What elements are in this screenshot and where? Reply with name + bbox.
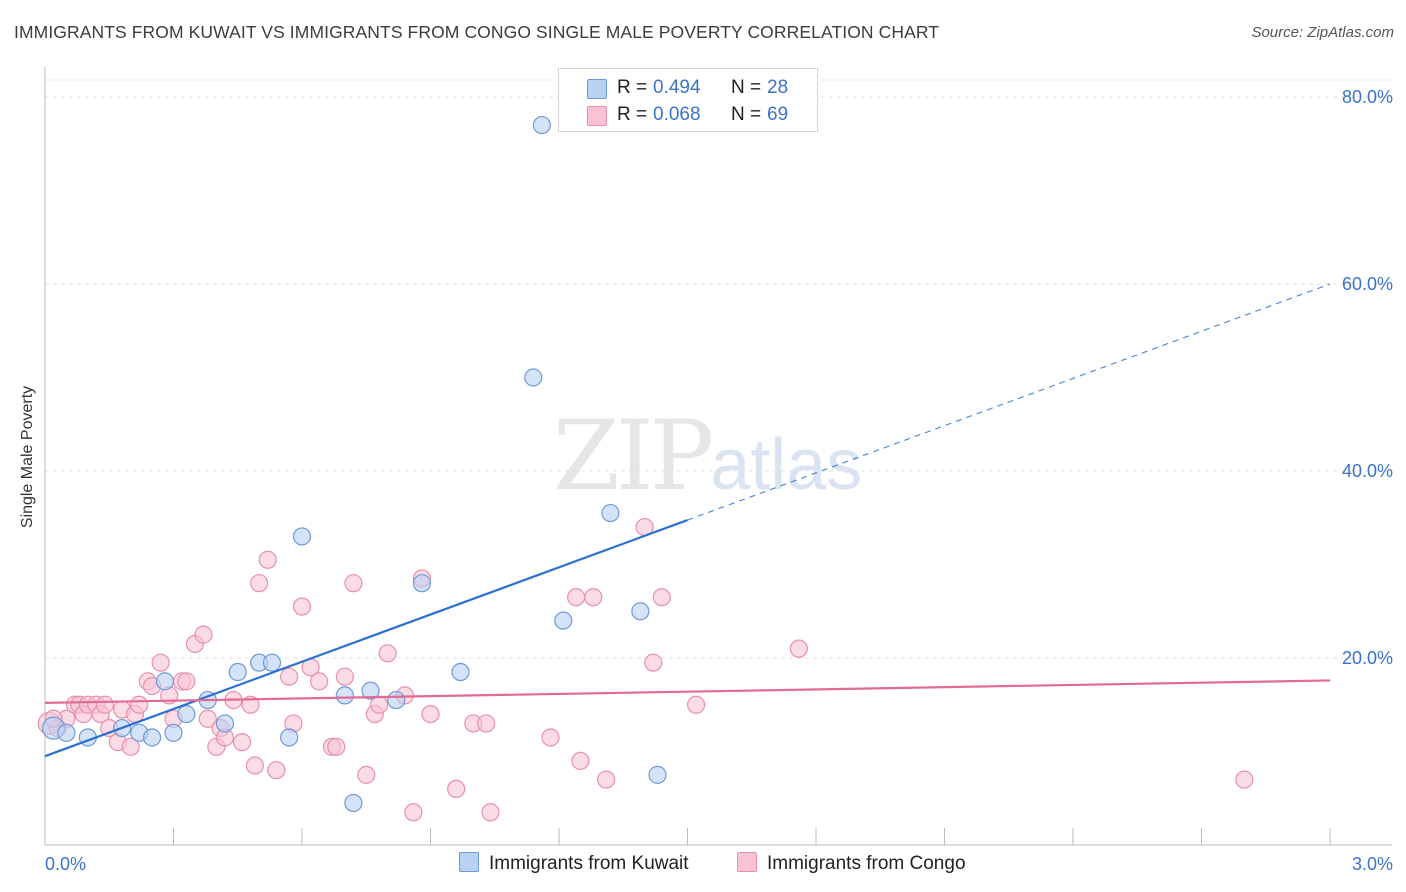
bottom-legend-swatch-kuwait bbox=[459, 852, 479, 872]
congo-point bbox=[378, 644, 397, 663]
congo-trend-line bbox=[44, 679, 1331, 704]
congo-point bbox=[250, 574, 269, 593]
kuwait-point bbox=[57, 723, 76, 742]
legend-n-label: N = bbox=[731, 77, 762, 98]
y-tick-label: 80.0% bbox=[1342, 87, 1393, 107]
kuwait-point bbox=[164, 723, 183, 742]
legend-n-value-congo: 69 bbox=[767, 104, 789, 125]
legend-n-label: N = bbox=[731, 104, 762, 125]
congo-point bbox=[177, 672, 196, 691]
y-tick-label: 60.0% bbox=[1342, 274, 1393, 294]
legend-r-value-congo: 0.068 bbox=[653, 104, 701, 125]
legend-swatch-congo bbox=[587, 106, 607, 126]
kuwait-point bbox=[292, 527, 312, 546]
congo-point bbox=[267, 761, 286, 780]
congo-point bbox=[652, 588, 671, 607]
legend-r-label: R = bbox=[617, 77, 648, 98]
congo-point bbox=[151, 653, 170, 672]
congo-point bbox=[344, 574, 363, 593]
congo-point bbox=[644, 653, 663, 672]
kuwait-point bbox=[524, 368, 543, 387]
congo-point bbox=[584, 588, 603, 607]
kuwait-point bbox=[177, 704, 196, 724]
bottom-legend-kuwait: Immigrants from Kuwait bbox=[459, 852, 689, 875]
congo-point bbox=[597, 770, 616, 789]
congo-point bbox=[477, 714, 496, 733]
source-label: Source: ZipAtlas.com bbox=[1251, 24, 1394, 41]
congo-point bbox=[292, 597, 312, 616]
congo-point bbox=[357, 765, 376, 784]
legend-r-label: R = bbox=[617, 104, 648, 125]
kuwait-trend-line-extension bbox=[687, 283, 1331, 521]
watermark-zip: ZIP bbox=[553, 400, 714, 512]
kuwait-point bbox=[532, 115, 551, 135]
congo-point bbox=[789, 639, 808, 658]
kuwait-point bbox=[280, 728, 299, 747]
kuwait-point bbox=[155, 672, 175, 691]
congo-point bbox=[130, 695, 149, 714]
kuwait-point bbox=[344, 793, 363, 813]
kuwait-point bbox=[648, 765, 667, 784]
congo-point bbox=[95, 695, 115, 714]
congo-point bbox=[121, 737, 140, 756]
y-tick-label: 20.0% bbox=[1342, 648, 1393, 668]
kuwait-point bbox=[228, 662, 247, 682]
congo-point bbox=[447, 779, 466, 799]
congo-point bbox=[245, 756, 264, 775]
kuwait-trend-line bbox=[44, 519, 688, 758]
kuwait-point bbox=[335, 686, 354, 705]
congo-point bbox=[1235, 770, 1254, 789]
kuwait-point bbox=[554, 611, 573, 630]
congo-point bbox=[258, 550, 277, 569]
legend-row-congo: R = 0.068 N = 69 bbox=[559, 100, 817, 128]
congo-point bbox=[280, 667, 299, 686]
kuwait-point bbox=[631, 602, 650, 621]
x-tick-label: 3.0% bbox=[1352, 854, 1393, 874]
congo-point bbox=[241, 695, 260, 714]
congo-point bbox=[481, 803, 500, 822]
congo-point bbox=[198, 709, 217, 728]
correlation-legend: R = 0.494 N = 28 R = 0.068 N = 69 bbox=[558, 68, 818, 132]
y-tick-label: 40.0% bbox=[1342, 461, 1393, 481]
congo-point bbox=[571, 751, 590, 770]
x-tick-label: 0.0% bbox=[45, 854, 86, 874]
congo-point bbox=[194, 625, 213, 644]
kuwait-point bbox=[601, 503, 620, 523]
kuwait-point bbox=[387, 690, 406, 710]
congo-point bbox=[404, 803, 423, 822]
congo-point bbox=[421, 704, 440, 724]
legend-r-value-kuwait: 0.494 bbox=[653, 77, 701, 98]
kuwait-point bbox=[451, 662, 470, 682]
congo-point bbox=[335, 667, 354, 686]
bottom-legend-congo: Immigrants from Congo bbox=[737, 852, 966, 875]
legend-n-value-kuwait: 28 bbox=[767, 77, 789, 98]
bottom-legend-swatch-congo bbox=[737, 852, 757, 872]
kuwait-point bbox=[142, 728, 162, 747]
legend-row-kuwait: R = 0.494 N = 28 bbox=[559, 73, 817, 101]
kuwait-point bbox=[215, 714, 234, 733]
congo-point bbox=[686, 695, 706, 714]
bottom-legend-label-kuwait: Immigrants from Kuwait bbox=[489, 853, 689, 874]
kuwait-point bbox=[361, 681, 380, 700]
bottom-legend-label-congo: Immigrants from Congo bbox=[767, 853, 966, 874]
congo-point bbox=[541, 728, 560, 747]
congo-point bbox=[310, 672, 329, 691]
kuwait-point bbox=[262, 653, 282, 672]
chart-title: IMMIGRANTS FROM KUWAIT VS IMMIGRANTS FRO… bbox=[14, 22, 940, 42]
congo-point bbox=[567, 588, 586, 607]
kuwait-point bbox=[412, 574, 432, 593]
legend-swatch-kuwait bbox=[587, 79, 607, 99]
congo-point bbox=[327, 737, 346, 756]
congo-point bbox=[232, 733, 252, 752]
